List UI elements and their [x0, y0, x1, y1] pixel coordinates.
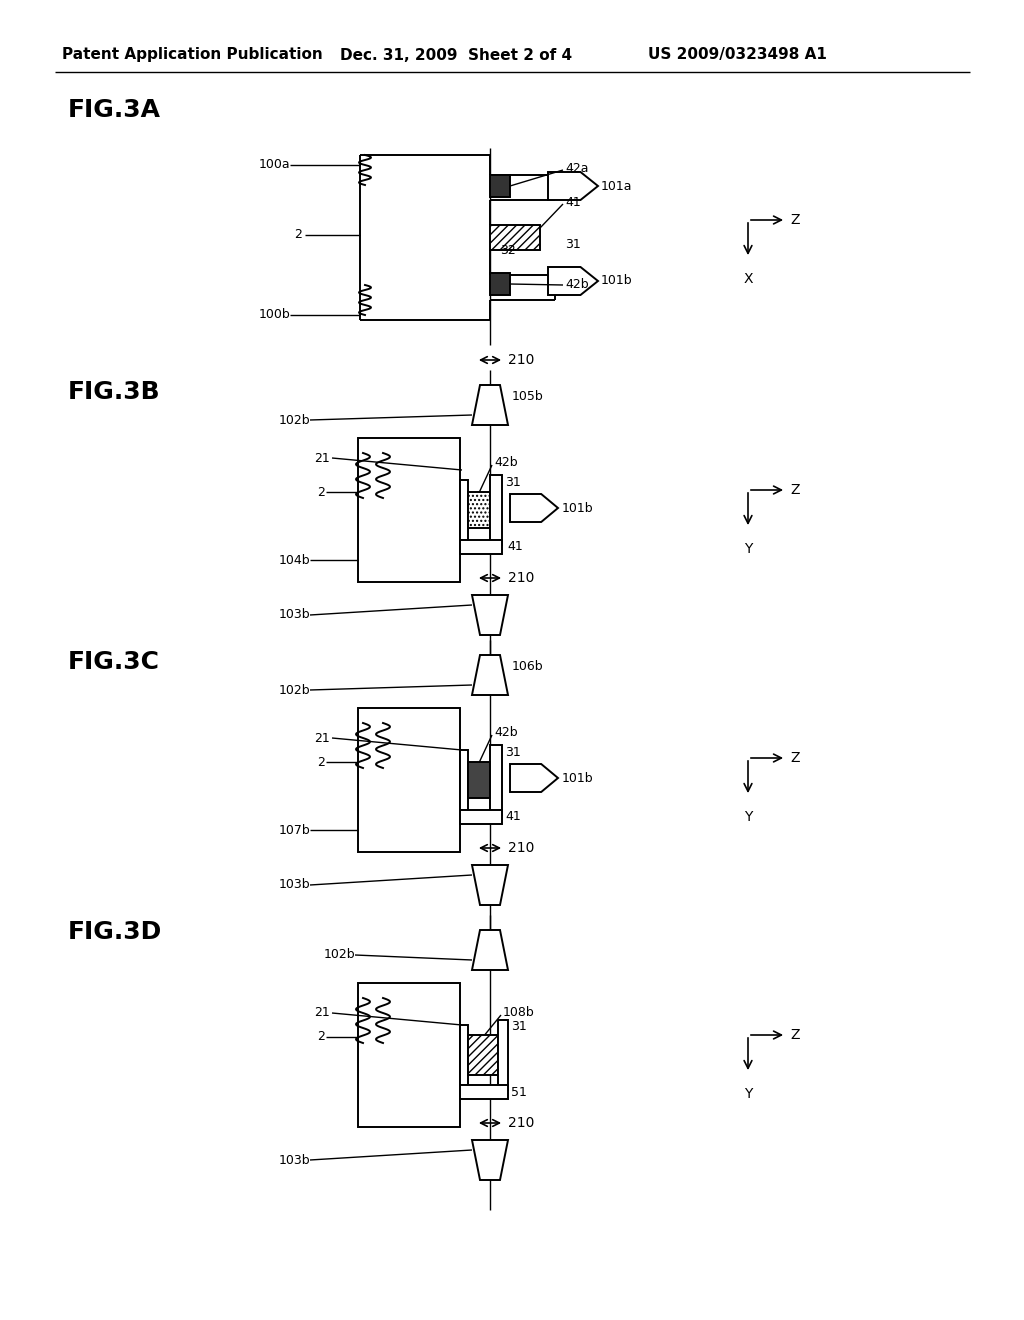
Text: Dec. 31, 2009  Sheet 2 of 4: Dec. 31, 2009 Sheet 2 of 4 [340, 48, 572, 62]
Text: 108b: 108b [503, 1006, 535, 1019]
Polygon shape [548, 267, 598, 294]
Polygon shape [472, 655, 508, 696]
Text: 41: 41 [507, 540, 522, 553]
Text: 42a: 42a [565, 161, 589, 174]
Text: 42b: 42b [565, 279, 589, 292]
Text: 2: 2 [294, 228, 302, 242]
Text: 210: 210 [508, 572, 535, 585]
Text: 101b: 101b [562, 771, 594, 784]
Polygon shape [548, 172, 598, 201]
Bar [460, 1026, 468, 1085]
Text: 107b: 107b [279, 824, 310, 837]
Text: FIG.3D: FIG.3D [68, 920, 162, 944]
Text: US 2009/0323498 A1: US 2009/0323498 A1 [648, 48, 826, 62]
Bar [358, 983, 460, 1127]
Bar [460, 540, 502, 554]
Text: 41: 41 [505, 810, 521, 824]
Text: X: X [743, 272, 753, 286]
Bar [468, 762, 490, 799]
Text: 101a: 101a [601, 180, 633, 193]
Bar [490, 273, 510, 294]
Text: 104b: 104b [279, 553, 310, 566]
Text: 103b: 103b [279, 1154, 310, 1167]
Text: FIG.3B: FIG.3B [68, 380, 161, 404]
Text: 210: 210 [508, 841, 535, 855]
Text: Y: Y [743, 543, 753, 556]
Bar [468, 492, 490, 528]
Bar [460, 810, 502, 824]
Text: 105b: 105b [512, 391, 544, 404]
Bar [490, 176, 510, 197]
Polygon shape [472, 385, 508, 425]
Bar [490, 475, 502, 545]
Text: 100a: 100a [258, 158, 290, 172]
Text: 106b: 106b [512, 660, 544, 673]
Text: Z: Z [790, 483, 800, 498]
Text: 2: 2 [317, 755, 325, 768]
Bar [460, 1085, 508, 1100]
Polygon shape [472, 931, 508, 970]
Text: Z: Z [790, 751, 800, 766]
Text: 101b: 101b [562, 502, 594, 515]
Text: 102b: 102b [279, 413, 310, 426]
Text: 31: 31 [511, 1020, 526, 1034]
Bar [498, 1020, 508, 1090]
Text: Y: Y [743, 1086, 753, 1101]
Text: FIG.3C: FIG.3C [68, 649, 160, 675]
Polygon shape [472, 595, 508, 635]
Text: 51: 51 [511, 1085, 527, 1098]
Text: Y: Y [743, 810, 753, 824]
Text: 32: 32 [500, 243, 516, 256]
Text: 31: 31 [505, 746, 521, 759]
Text: 21: 21 [314, 731, 330, 744]
Text: 41: 41 [565, 195, 581, 209]
Text: 102b: 102b [324, 949, 355, 961]
Text: 102b: 102b [279, 684, 310, 697]
Text: 210: 210 [508, 352, 535, 367]
Text: Z: Z [790, 1028, 800, 1041]
Bar [460, 480, 468, 540]
Bar [358, 708, 460, 851]
Text: 21: 21 [314, 1006, 330, 1019]
Polygon shape [510, 764, 558, 792]
Text: 31: 31 [505, 475, 521, 488]
Text: 31: 31 [565, 239, 581, 252]
Polygon shape [510, 494, 558, 521]
Text: 2: 2 [317, 486, 325, 499]
Text: 2: 2 [317, 1031, 325, 1044]
Text: 42b: 42b [494, 726, 517, 738]
Polygon shape [472, 865, 508, 906]
Polygon shape [472, 1140, 508, 1180]
Bar [358, 438, 460, 582]
Text: 42b: 42b [494, 455, 517, 469]
Text: FIG.3A: FIG.3A [68, 98, 161, 121]
Text: 210: 210 [508, 1115, 535, 1130]
Bar [460, 750, 468, 810]
Text: Z: Z [790, 213, 800, 227]
Bar [468, 1035, 498, 1074]
Text: 103b: 103b [279, 609, 310, 622]
Text: 103b: 103b [279, 879, 310, 891]
Bar [490, 744, 502, 814]
Text: Patent Application Publication: Patent Application Publication [62, 48, 323, 62]
Text: 21: 21 [314, 451, 330, 465]
Text: 100b: 100b [258, 309, 290, 322]
Bar [490, 224, 540, 249]
Text: 101b: 101b [601, 275, 633, 288]
